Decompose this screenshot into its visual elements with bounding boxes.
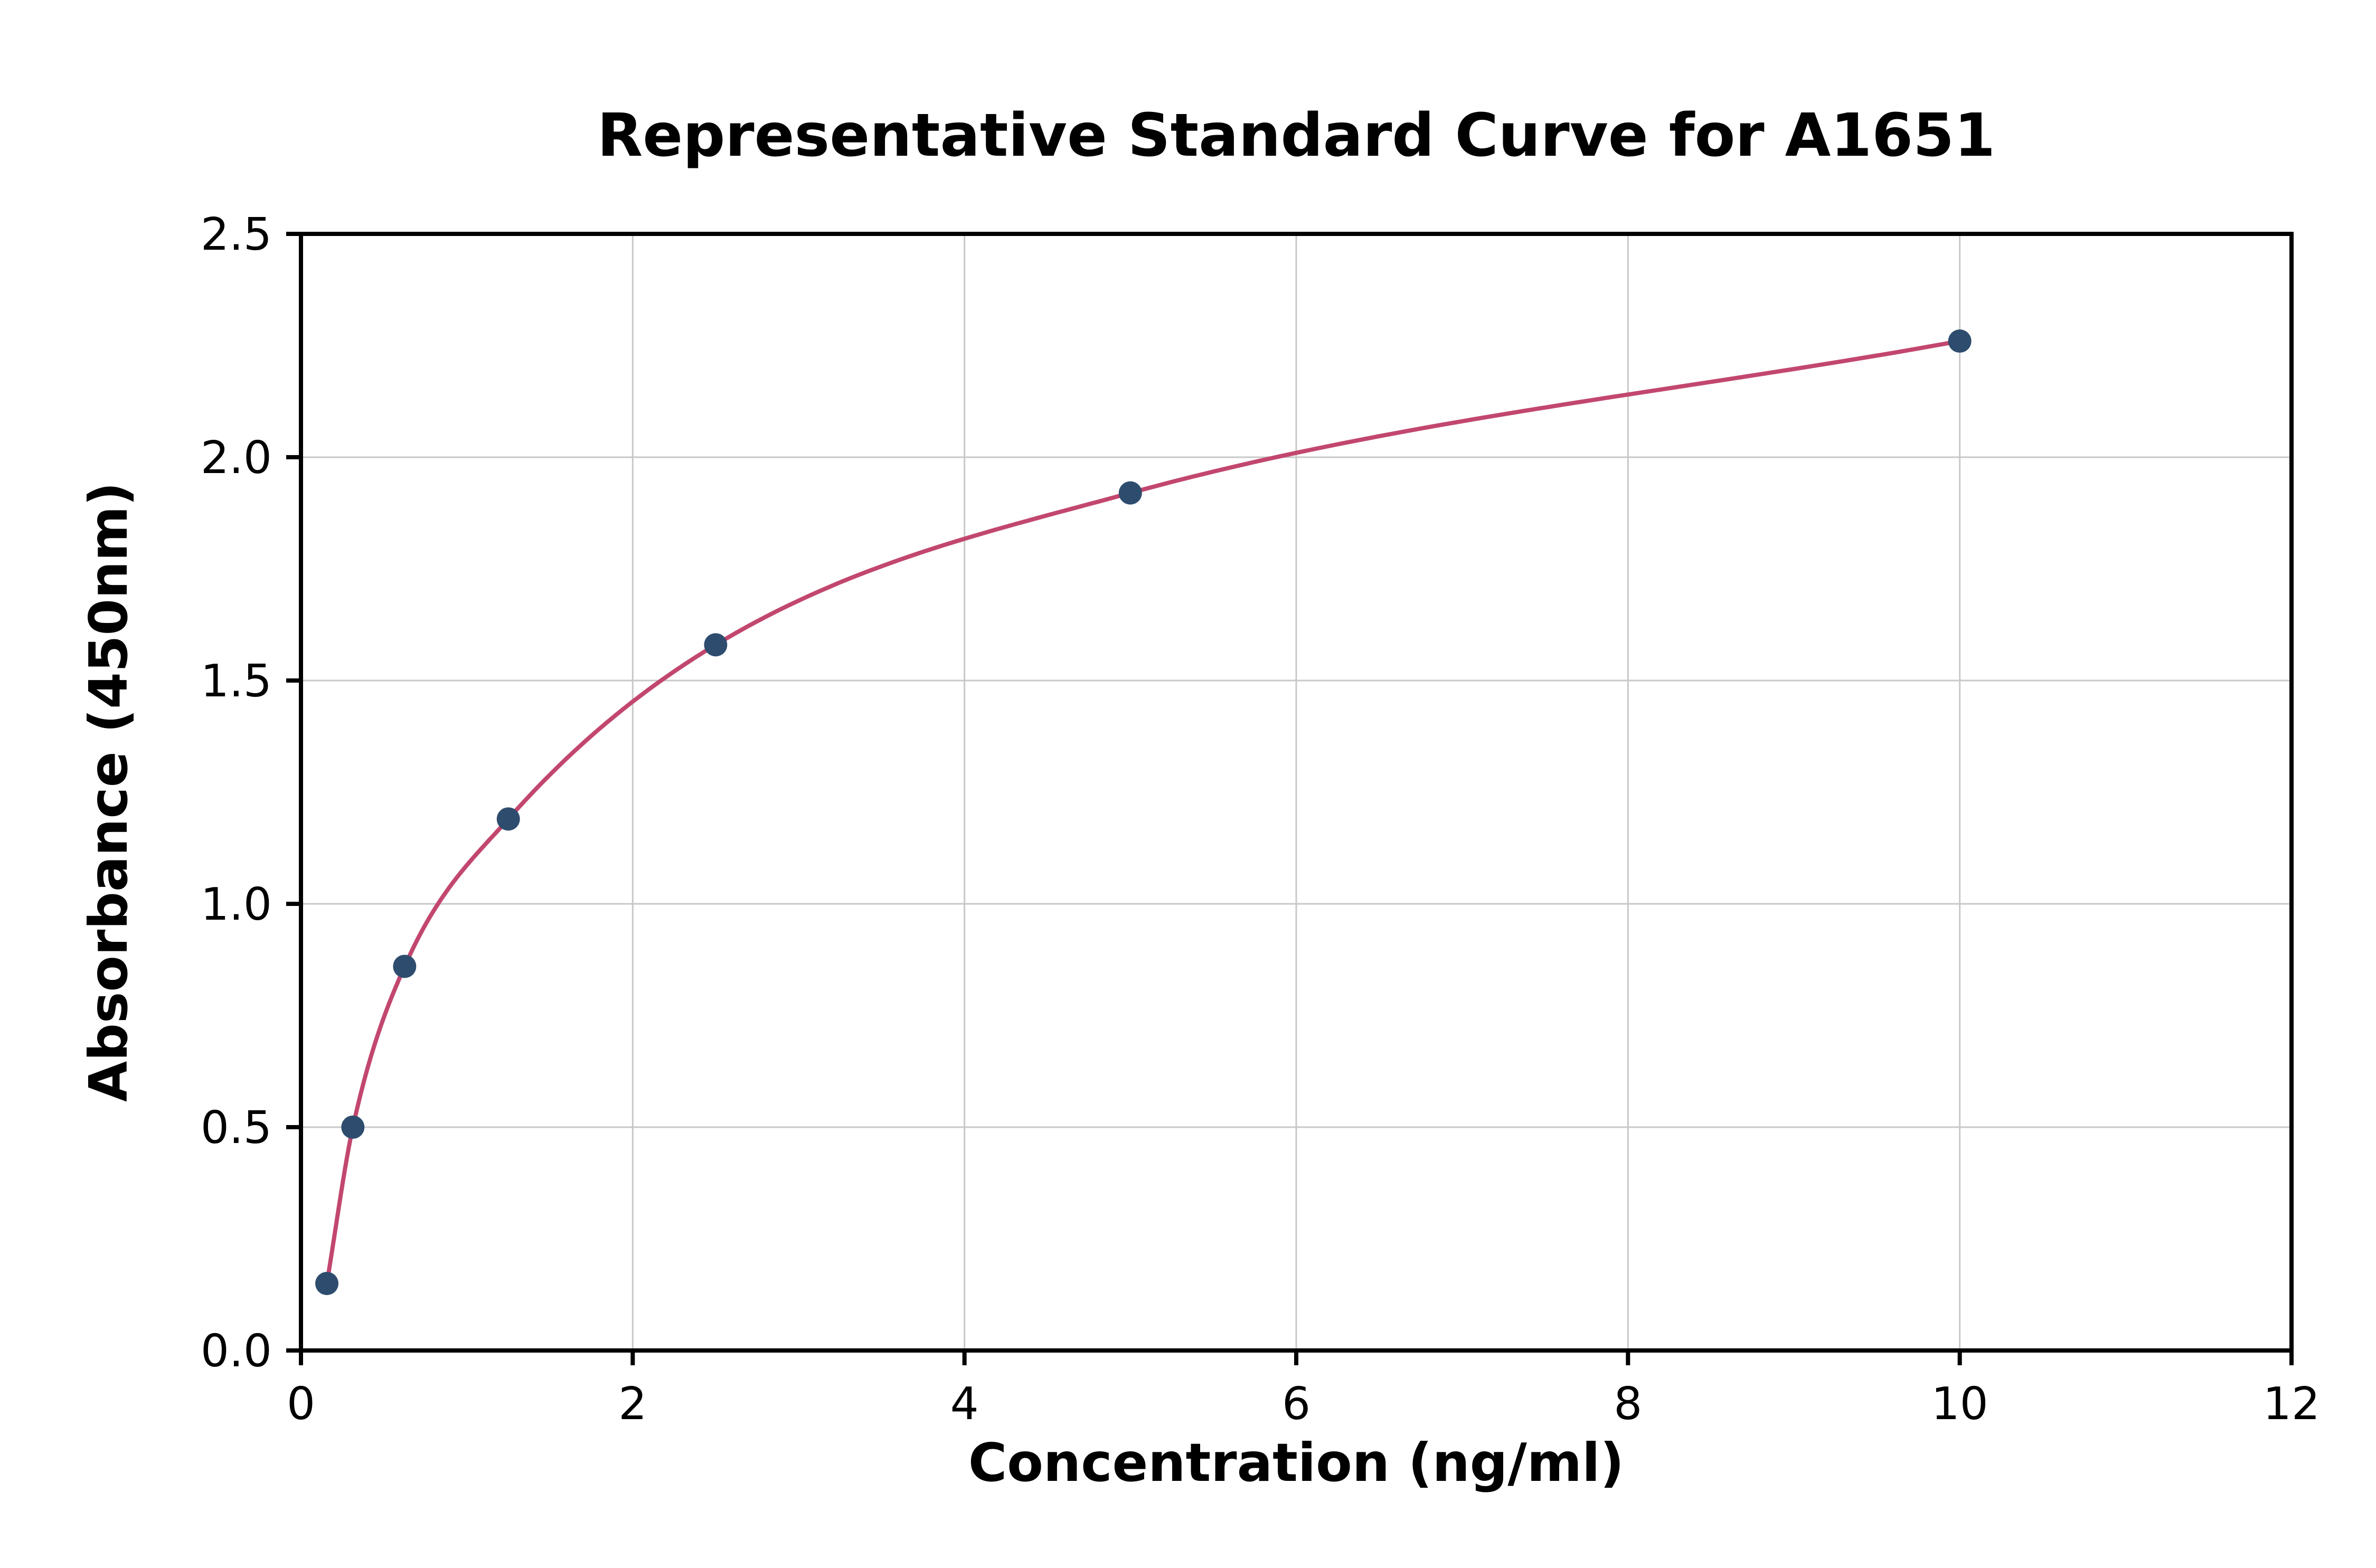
chart-title: Representative Standard Curve for A1651	[597, 101, 1995, 170]
data-point	[496, 807, 520, 831]
fit-curve	[325, 339, 1962, 1286]
data-point	[1118, 481, 1142, 505]
data-point	[315, 1272, 339, 1296]
data-point	[1948, 329, 1972, 353]
y-tick-label: 1.0	[201, 879, 272, 931]
x-tick-label: 8	[1614, 1378, 1642, 1430]
y-tick-label: 2.0	[201, 432, 272, 484]
plot-area: 0 2 4 6 8 10 12 0.0 0.5 1.0 1.5 2.0 2.5	[201, 209, 2320, 1430]
data-point	[393, 955, 417, 978]
x-tick-label: 2	[618, 1378, 647, 1430]
x-tick-label: 10	[1931, 1378, 1988, 1430]
x-tick-label: 12	[2263, 1378, 2320, 1430]
x-axis-label: Concentration (ng/ml)	[968, 1432, 1624, 1494]
y-tick-label: 0.5	[201, 1102, 272, 1154]
data-point	[341, 1116, 365, 1139]
y-tick-label: 1.5	[201, 655, 272, 707]
y-tick-label: 0.0	[201, 1325, 272, 1377]
x-tick-label: 6	[1282, 1378, 1310, 1430]
x-tick-label: 4	[950, 1378, 979, 1430]
x-tick-label: 0	[287, 1378, 315, 1430]
y-axis-label: Absorbance (450nm)	[78, 482, 139, 1102]
y-tick-label: 2.5	[201, 209, 272, 261]
data-point	[704, 633, 728, 657]
